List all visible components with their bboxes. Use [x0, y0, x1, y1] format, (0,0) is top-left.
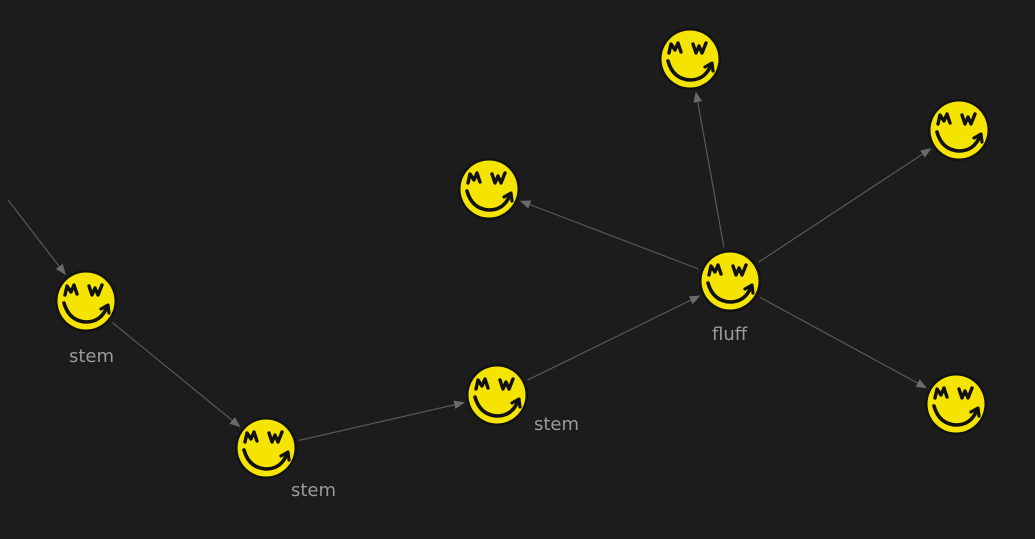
- node-n1: [53, 268, 119, 334]
- grin-mw-smiley-icon: [923, 371, 989, 437]
- node-n3: [464, 362, 530, 428]
- grin-mw-smiley-icon: [926, 97, 992, 163]
- node-n5: [456, 156, 522, 222]
- node-n6: [657, 26, 723, 92]
- grin-mw-smiley-icon: [464, 362, 530, 428]
- edge-incoming-n1: [7, 199, 66, 275]
- edges-layer: [7, 91, 932, 441]
- grin-mw-smiley-icon: [456, 156, 522, 222]
- edge-n3-n4: [527, 295, 701, 381]
- grin-mw-smiley-icon: [697, 248, 763, 314]
- edge-n4-n8: [759, 296, 928, 389]
- node-label-n3: stem: [534, 414, 580, 435]
- edge-n1-n2: [111, 322, 241, 428]
- node-label-n1: stem: [69, 346, 115, 367]
- edge-n4-n7: [758, 148, 932, 263]
- grin-mw-smiley-icon: [233, 415, 299, 481]
- edge-n4-n5: [519, 200, 699, 270]
- node-n2: [233, 415, 299, 481]
- node-n8: [923, 371, 989, 437]
- edge-n4-n6: [693, 91, 725, 248]
- node-n7: [926, 97, 992, 163]
- node-label-n4: fluff: [712, 324, 748, 345]
- edge-n2-n3: [299, 400, 465, 441]
- node-n4: [697, 248, 763, 314]
- nodes-layer: [53, 26, 992, 481]
- grin-mw-smiley-icon: [657, 26, 723, 92]
- grin-mw-smiley-icon: [53, 268, 119, 334]
- node-label-n2: stem: [291, 480, 337, 501]
